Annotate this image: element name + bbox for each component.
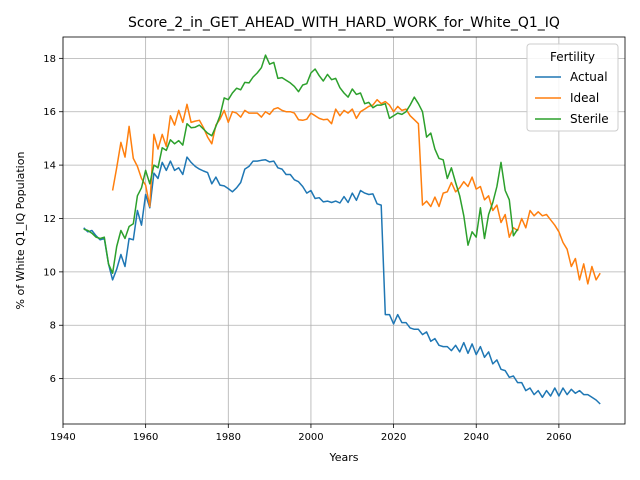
y-tick-label: 16 (43, 107, 56, 118)
legend-label-sterile: Sterile (570, 112, 609, 126)
y-tick-label: 18 (43, 54, 56, 65)
x-axis-label: Years (328, 451, 358, 464)
x-axis-ticks: 1940 1960 1980 2000 2020 2040 2060 (50, 424, 572, 443)
x-tick-label: 1940 (50, 432, 75, 443)
plot-area-frame (62, 36, 626, 425)
series-line-sterile (83, 54, 519, 274)
x-tick-label: 2060 (546, 432, 571, 443)
y-tick-label: 8 (50, 321, 56, 332)
legend-box (526, 43, 619, 132)
legend-label-actual: Actual (570, 70, 608, 84)
series-lines (83, 54, 601, 405)
legend-title: Fertility (550, 50, 595, 64)
series-line-ideal (111, 98, 601, 285)
x-tick-label: 1980 (216, 432, 241, 443)
x-tick-label: 2020 (381, 432, 406, 443)
legend-label-ideal: Ideal (570, 91, 599, 105)
y-tick-label: 6 (50, 374, 56, 385)
y-tick-label: 12 (43, 214, 56, 225)
legend-entries: Actual Ideal Sterile (535, 70, 609, 126)
chart-title: Score_2_in_GET_AHEAD_WITH_HARD_WORK_for_… (128, 15, 560, 31)
x-tick-label: 2000 (298, 432, 323, 443)
x-tick-label: 2040 (464, 432, 489, 443)
x-tick-label: 1960 (133, 432, 158, 443)
y-axis-label: % of White Q1_IQ Population (14, 152, 27, 310)
y-axis-ticks: 6 8 10 12 14 16 18 (43, 54, 63, 385)
y-tick-label: 14 (43, 161, 56, 172)
series-line-actual (83, 156, 601, 405)
y-tick-label: 10 (43, 267, 56, 278)
legend: Fertility Actual Ideal Sterile (526, 43, 619, 132)
